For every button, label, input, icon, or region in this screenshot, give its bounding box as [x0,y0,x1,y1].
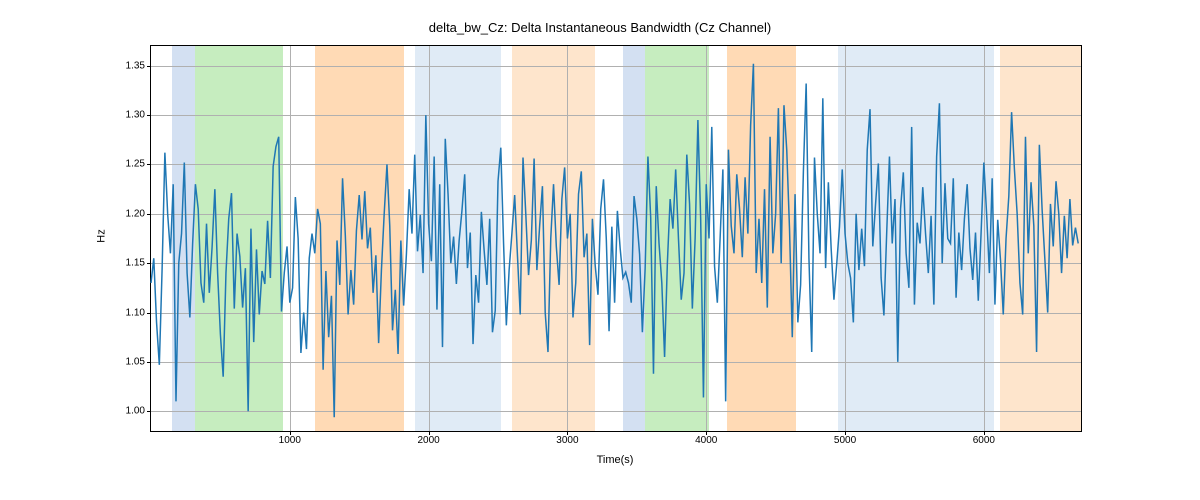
ytick-label: 1.20 [126,208,151,219]
xtick-label: 1000 [279,431,301,446]
line-layer [151,46,1081,431]
ytick-label: 1.15 [126,258,151,269]
plot-area: 1.001.051.101.151.201.251.301.3510002000… [150,45,1082,432]
y-axis-label: Hz [96,229,108,242]
chart-container: delta_bw_Cz: Delta Instantaneous Bandwid… [0,0,1200,500]
chart-title: delta_bw_Cz: Delta Instantaneous Bandwid… [0,20,1200,35]
x-axis-label: Time(s) [150,454,1080,466]
data-line [151,64,1078,417]
ytick-label: 1.10 [126,307,151,318]
xtick-label: 6000 [973,431,995,446]
xtick-label: 3000 [556,431,578,446]
ytick-label: 1.25 [126,159,151,170]
xtick-label: 2000 [417,431,439,446]
ytick-label: 1.00 [126,406,151,417]
ytick-label: 1.35 [126,60,151,71]
xtick-label: 5000 [834,431,856,446]
ytick-label: 1.30 [126,110,151,121]
ytick-label: 1.05 [126,356,151,367]
xtick-label: 4000 [695,431,717,446]
